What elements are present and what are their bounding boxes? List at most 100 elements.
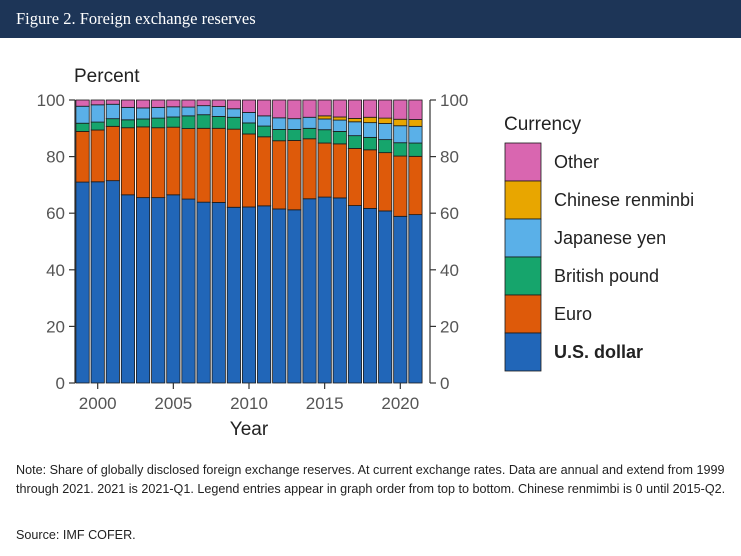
bar-segment [136, 197, 151, 384]
x-axis-title: Year [230, 419, 269, 440]
bar-segment [181, 106, 196, 117]
bar-segment [166, 99, 181, 108]
bar-segment [272, 117, 287, 130]
bar-segment [151, 117, 166, 129]
bar-segment [378, 99, 393, 119]
bar-segment [408, 99, 423, 120]
bar-segment [257, 115, 272, 127]
bar-segment [75, 181, 90, 384]
bar-segment [196, 127, 211, 203]
bar-segment [393, 215, 408, 384]
bar-segment [120, 127, 136, 196]
bar-segment [241, 99, 257, 113]
y-tick-label-left: 20 [46, 317, 65, 336]
bar-segment [136, 118, 151, 128]
bar-segment [287, 99, 302, 120]
bar-segment [196, 105, 211, 116]
bar-segment [151, 127, 166, 199]
bar-segment [75, 99, 90, 107]
bar-segment [393, 155, 408, 217]
bar-segment [241, 122, 257, 135]
legend: Currency Other Chinese renminbi Japanese y… [504, 114, 694, 372]
bar-segment [166, 116, 181, 128]
bars-group [75, 99, 423, 384]
bar-segment [347, 117, 362, 123]
bar-segment [226, 99, 241, 110]
bar-segment [302, 198, 317, 384]
bar-segment [272, 129, 287, 142]
bar-segment [90, 99, 105, 106]
bar-segment [226, 108, 241, 118]
y-tick-label-left: 0 [56, 374, 65, 393]
bar-segment [287, 129, 302, 141]
legend-swatch [504, 218, 542, 258]
x-tick-label: 2015 [306, 394, 344, 413]
bar-segment [257, 205, 272, 384]
bar-segment [241, 206, 257, 384]
figure-note: Note: Share of globally disclosed foreig… [16, 463, 726, 496]
bar-segment [75, 131, 90, 183]
y-tick-label-right: 40 [440, 261, 459, 280]
bar-segment [181, 128, 196, 200]
bar-segment [181, 198, 196, 384]
bar-segment [196, 99, 211, 107]
y-tick-label-right: 100 [440, 91, 468, 110]
bar-segment [90, 104, 105, 123]
bar-segment [196, 201, 211, 384]
bar-segment [378, 152, 393, 212]
bar-segment [151, 106, 166, 119]
bar-segment [196, 114, 211, 129]
y-tick-label-left: 100 [37, 91, 65, 110]
bar-segment [362, 99, 378, 118]
bar-segment [211, 116, 226, 129]
bar-segment [287, 140, 302, 211]
legend-label: Chinese renminbi [554, 190, 694, 210]
bar-segment [378, 210, 393, 384]
bar-segment [408, 125, 423, 144]
y-tick-label-right: 20 [440, 317, 459, 336]
legend-label: Other [554, 152, 599, 172]
bar-segment [120, 106, 136, 121]
bar-segment [272, 140, 287, 210]
x-tick-label: 2005 [154, 394, 192, 413]
bar-segment [90, 181, 105, 384]
bar-segment [332, 197, 347, 384]
bar-segment [317, 115, 332, 120]
bar-segment [166, 194, 181, 384]
bar-segment [105, 99, 120, 105]
bar-segment [75, 105, 90, 124]
y-tick-label-right: 0 [440, 374, 449, 393]
bar-segment [332, 99, 347, 118]
bar-segment [378, 117, 393, 124]
bar-segment [136, 107, 151, 120]
y-tick-label-right: 60 [440, 204, 459, 223]
bar-segment [317, 118, 332, 131]
bar-segment [393, 142, 408, 157]
bar-segment [317, 129, 332, 144]
bar-segment [226, 206, 241, 384]
figure-title: Figure 2. Foreign exchange reserves [0, 0, 741, 38]
legend-title: Currency [504, 114, 582, 135]
bar-segment [120, 119, 136, 129]
bar-segment [332, 143, 347, 199]
bar-segment [347, 147, 362, 206]
bar-segment [257, 99, 272, 117]
bar-segment [105, 118, 120, 127]
bar-segment [347, 205, 362, 384]
bar-segment [302, 99, 317, 118]
x-tick-label: 2000 [79, 394, 117, 413]
bar-segment [226, 128, 241, 208]
bar-segment [302, 138, 317, 200]
bar-segment [90, 129, 105, 183]
bar-segment [211, 127, 226, 203]
legend-swatch [504, 294, 542, 334]
legend-label: Euro [554, 304, 592, 324]
bar-segment [241, 112, 257, 124]
bar-segment [408, 214, 423, 384]
y-tick-label-left: 80 [46, 148, 65, 167]
bar-segment [332, 116, 347, 121]
x-tick-label: 2020 [381, 394, 419, 413]
bar-segment [362, 149, 378, 209]
bar-segment [257, 125, 272, 138]
